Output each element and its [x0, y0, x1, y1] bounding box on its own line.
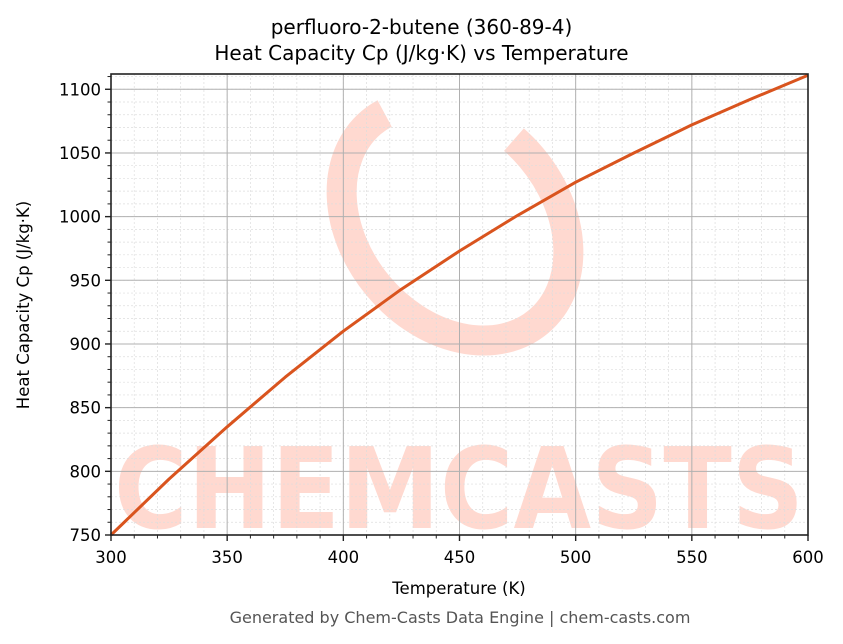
x-tick-labels: 300 350 400 450 500 550 600	[95, 548, 824, 567]
svg-text:1050: 1050	[59, 144, 101, 163]
footer-credit: Generated by Chem-Casts Data Engine | ch…	[229, 608, 691, 627]
axis-ticks	[105, 76, 809, 541]
svg-text:1000: 1000	[59, 208, 101, 227]
chart-title-line2: Heat Capacity Cp (J/kg·K) vs Temperature	[214, 41, 629, 65]
y-axis-label: Heat Capacity Cp (J/kg·K)	[14, 201, 33, 409]
svg-text:500: 500	[560, 548, 592, 567]
svg-text:400: 400	[328, 548, 360, 567]
svg-text:450: 450	[444, 548, 476, 567]
svg-text:550: 550	[676, 548, 708, 567]
svg-text:900: 900	[70, 335, 102, 354]
svg-text:350: 350	[211, 548, 243, 567]
svg-text:600: 600	[792, 548, 824, 567]
svg-text:300: 300	[95, 548, 127, 567]
svg-text:850: 850	[70, 399, 102, 418]
svg-text:750: 750	[70, 526, 102, 545]
y-tick-labels: 750 800 850 900 950 1000 1050 1100	[59, 80, 101, 545]
chart-title-line1: perfluoro-2-butene (360-89-4)	[270, 15, 573, 39]
svg-text:1100: 1100	[59, 80, 101, 99]
svg-text:800: 800	[70, 462, 102, 481]
cp-series-line	[109, 73, 809, 537]
x-axis-label: Temperature (K)	[391, 579, 525, 598]
svg-text:950: 950	[70, 271, 102, 290]
